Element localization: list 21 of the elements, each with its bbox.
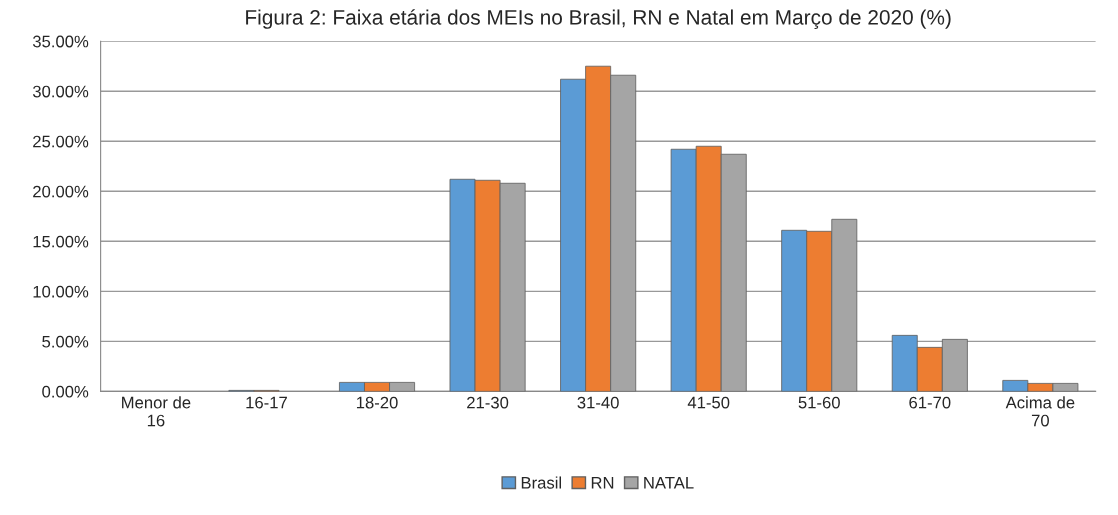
y-tick-label: 25.00%: [33, 135, 89, 148]
x-tick-label: 31-40: [577, 396, 619, 409]
x-tick-label: 41-50: [687, 396, 730, 409]
legend-label: RN: [591, 477, 614, 489]
y-tick-label: 35.00%: [32, 35, 89, 48]
y-tick-label: 5.00%: [42, 335, 89, 348]
x-tick-label: Acima de 70: [1005, 396, 1075, 427]
y-tick-label: 15.00%: [33, 235, 89, 248]
y-tick-label: 20.00%: [33, 185, 89, 198]
x-tick-label: 18-20: [356, 396, 398, 409]
y-tick-label: 0.00%: [42, 385, 89, 398]
legend-label: Brasil: [521, 476, 562, 489]
y-tick-label: 10.00%: [33, 285, 89, 298]
chart-title: Figura 2: Faixa etária dos MEIs no Brasil, RN e Natal em Março de 2020 (%): [246, 9, 951, 29]
x-tick-label: 61-70: [909, 396, 951, 409]
x-tick-label: 21-30: [467, 396, 509, 409]
legend-label: NATAL: [644, 477, 694, 489]
x-tick-label: 51-60: [798, 396, 840, 409]
x-tick-label: Menor de 16: [122, 396, 191, 427]
x-tick-label: 16-17: [246, 396, 287, 409]
y-tick-label: 30.00%: [32, 85, 89, 98]
